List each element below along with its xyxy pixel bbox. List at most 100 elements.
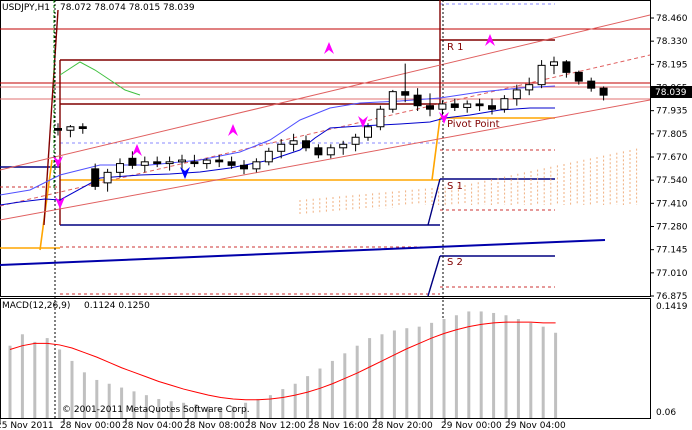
level-connector [427,178,441,226]
macd-histogram-bar [430,322,434,418]
candle-body [587,80,596,89]
trend-line [0,239,606,266]
candle-body [240,164,248,170]
macd-histogram-bar [516,319,520,418]
copyright-text: © 2001-2011 MetaQuotes Software Corp. [62,405,250,415]
candle-body [103,171,112,184]
macd-histogram-bar [58,349,62,418]
candle-body [78,126,87,129]
time-tick-label: 29 Nov 04:00 [505,421,566,430]
macd-histogram-bar [95,379,99,418]
candle-body [314,147,323,156]
candle-body [339,143,348,149]
macd-histogram-bar [504,315,508,418]
level-connector [431,117,441,181]
s2-label: S 2 [447,257,463,268]
signal-arrows [53,34,495,209]
down-arrow [439,112,449,124]
candle-body [525,84,534,91]
macd-histogram-bar [392,330,396,418]
macd-histogram-bar [219,408,223,418]
macd-histogram-bar [144,395,148,418]
price-tick-label: 78.195 [656,60,688,70]
macd-histogram-bar [120,387,124,418]
candle-body [574,71,583,82]
price-tick-label: 77.540 [656,176,688,186]
macd-histogram-bar [33,341,37,418]
price-tick-label: 77.010 [656,269,688,279]
candle-body [562,61,571,73]
candle-body [599,87,608,96]
time-tick-label: 29 Nov 00:00 [441,421,502,430]
macd-histogram-bar [554,332,558,418]
price-tick-label: 77.145 [656,246,688,256]
down-arrow [53,156,63,168]
macd-histogram-bar [380,334,384,418]
macd-histogram-bar [479,311,483,418]
s1-label: S 1 [447,181,463,192]
price-tick-label: 77.410 [656,199,688,209]
macd-histogram-bar [355,345,359,418]
macd-histogram-bar [82,372,86,418]
macd-histogram-bar [132,391,136,418]
time-axis: 25 Nov 2011 28 Nov 00:00 28 Nov 04:00 28 No… [0,418,566,430]
macd-histogram-bar [157,398,161,418]
candle-body [153,161,162,165]
macd-histogram-bar [293,383,297,418]
macd-tick-label: 0.1419 [656,302,688,312]
candle-body [165,161,174,165]
candle-body [178,159,186,163]
blue-down-arrow [180,167,190,179]
level-connector [43,9,59,226]
time-tick-label: 28 Nov 04:00 [122,421,183,430]
candle-body [190,161,199,165]
price-tick-label: 77.805 [656,130,688,140]
candle-body [475,103,484,107]
main-title: USDJPY,H1 [2,3,50,13]
down-arrow [55,197,65,209]
candle-body [500,98,509,110]
ichimoku-cloud [299,148,638,215]
price-tick-label: 77.935 [656,107,688,117]
candles [54,56,608,192]
macd-histogram-bar [306,376,310,418]
macd-histogram-bar [442,319,446,418]
candle-body [202,159,211,165]
candle-body [463,103,472,108]
down-arrow [358,116,368,128]
up-arrow [228,124,238,136]
macd-values: 0.1124 0.1250 [84,301,150,311]
candle-body [388,91,397,110]
up-arrow [485,34,495,46]
candle-body [116,163,124,173]
candle-body [376,108,385,128]
candle-body [537,64,546,86]
price-tick-label: 78.460 [656,14,688,24]
time-tick-label: 28 Nov 16:00 [308,421,369,430]
r1-label: R 1 [447,42,464,53]
time-tick-label: 25 Nov 2011 [0,421,54,430]
candle-body [426,105,434,110]
macd-histogram-bar [529,322,533,418]
macd-histogram-bar [368,338,372,418]
up-arrow [132,144,142,156]
candle-body [326,147,335,156]
price-axis: 78.46078.33078.19578.06577.93577.80577.6… [650,14,688,418]
macd-histogram-bar [268,395,272,418]
macd-histogram-bar [541,326,545,418]
macd-histogram-bar [244,402,248,418]
macd-histogram-bar [206,406,210,418]
candle-body [550,61,558,66]
macd-histogram-bar [281,389,285,418]
time-tick-label: 28 Nov 12:00 [245,421,306,430]
price-tick-label: 77.670 [656,153,688,163]
candle-body [302,140,310,149]
blue-band-line [0,107,555,206]
price-tick-label: 76.875 [656,292,688,302]
candle-body [227,161,236,166]
current-price-tag [651,86,692,98]
price-tick-label: 78.330 [656,37,688,47]
candle-body [413,94,422,107]
level-connector [427,255,441,297]
